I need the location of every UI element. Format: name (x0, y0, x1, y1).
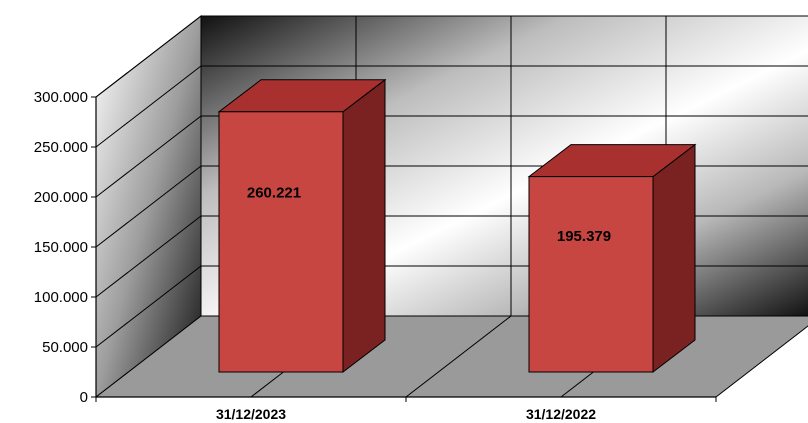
gridline (95, 65, 202, 148)
y-tick-label: 200.000 (34, 189, 88, 206)
x-tick-label: 31/12/2022 (526, 406, 596, 422)
axes: 0 50.000 100.000 150.000 200.000 250.000 300.0… (34, 89, 717, 422)
gridline (95, 15, 202, 98)
gridline (95, 265, 202, 348)
bar-front (218, 111, 344, 373)
gridline (95, 165, 202, 248)
floor (94, 315, 808, 398)
x-tick-label: 31/12/2023 (216, 406, 286, 422)
y-tick-label: 300.000 (34, 89, 88, 106)
floor-line (405, 315, 512, 398)
bars: 260.221 195.379 (217, 78, 697, 374)
bar: 260.221 (217, 78, 387, 374)
chart-walls (94, 14, 808, 399)
y-tick-label: 50.000 (42, 339, 88, 356)
bar-front (528, 176, 654, 373)
bar: 195.379 (527, 143, 697, 374)
data-label: 195.379 (557, 228, 611, 245)
y-tick-label: 150.000 (34, 239, 88, 256)
y-tick-label: 250.000 (34, 139, 88, 156)
gridline (95, 215, 202, 298)
bar-side (652, 143, 696, 374)
gridline (95, 115, 202, 198)
y-tick-label: 100.000 (34, 289, 88, 306)
bar-side (342, 78, 386, 374)
data-label: 260.221 (247, 185, 301, 202)
y-tick-label: 0 (80, 389, 88, 406)
